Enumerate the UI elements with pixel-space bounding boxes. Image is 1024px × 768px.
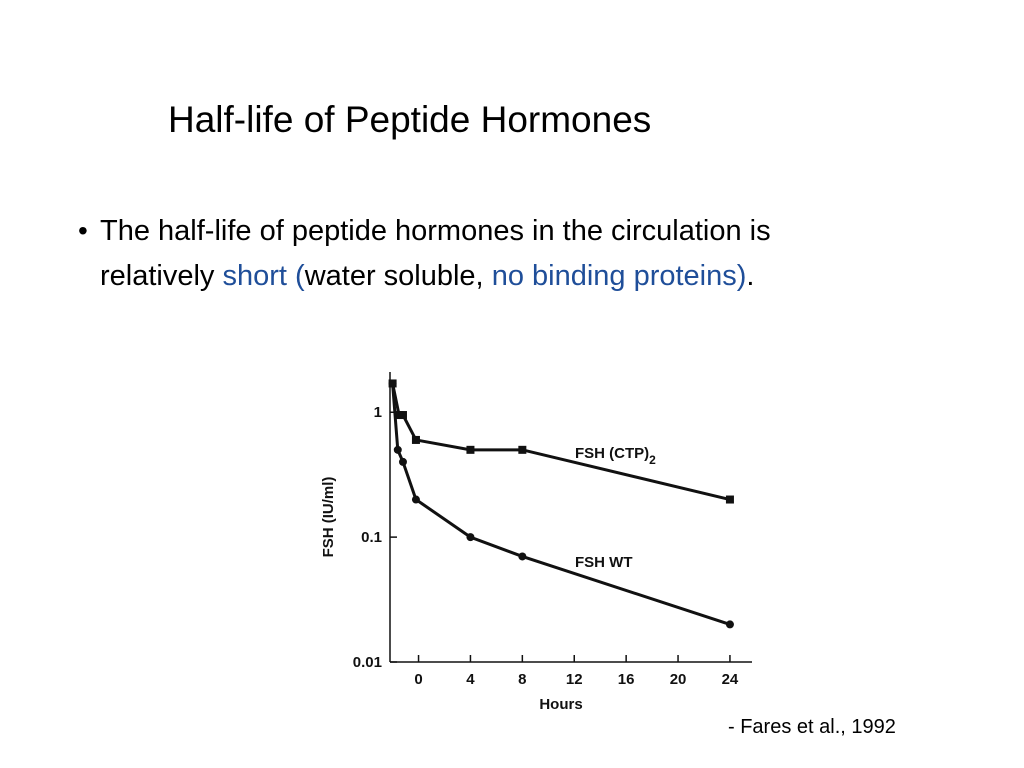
y-tick-label: 0.01 <box>353 654 382 671</box>
x-tick-label: 0 <box>414 671 422 688</box>
x-axis-label: Hours <box>539 696 582 713</box>
marker <box>725 495 734 504</box>
bullet-dot: • <box>78 215 88 246</box>
x-tick-label: 4 <box>466 671 475 688</box>
x-tick-label: 20 <box>670 671 687 688</box>
y-tick-label: 1 <box>374 404 382 421</box>
text: . <box>746 260 754 292</box>
series-name: FSH (CTP) <box>575 445 649 462</box>
text: water soluble, <box>304 260 492 292</box>
marker <box>398 457 407 466</box>
marker <box>518 445 527 454</box>
x-tick-label: 16 <box>618 671 635 688</box>
marker <box>398 411 407 420</box>
series-label: FSH WT <box>575 554 633 571</box>
series-name: FSH WT <box>575 554 633 571</box>
series-name-subscript: 2 <box>649 453 656 467</box>
x-tick-label: 12 <box>566 671 583 688</box>
marker <box>393 445 402 454</box>
y-tick-label: 0.1 <box>361 529 382 546</box>
y-axis-label: FSH (IU/ml) <box>320 477 337 558</box>
marker <box>411 495 420 504</box>
marker <box>466 445 475 454</box>
citation: - Fares et al., 1992 <box>728 716 896 738</box>
text: relatively <box>100 260 223 292</box>
x-tick-label: 8 <box>518 671 526 688</box>
highlight: short ( <box>223 260 306 292</box>
marker <box>725 620 734 629</box>
highlight: no binding proteins) <box>492 260 747 292</box>
marker <box>466 533 475 542</box>
bullet-line: relatively short (water soluble, no bind… <box>100 260 754 292</box>
marker <box>411 435 420 444</box>
chart: 0.01 0.1 1 0 4 8 12 16 20 24 Hours FSH (IU/ml) FSH (… <box>320 372 752 713</box>
series-label: FSH (CTP)2 <box>575 445 656 467</box>
marker <box>518 552 527 561</box>
x-tick-label: 24 <box>722 671 739 688</box>
bullet-line: The half-life of peptide hormones in the… <box>100 215 771 247</box>
marker <box>388 379 397 388</box>
slide-title: Half-life of Peptide Hormones <box>168 99 651 140</box>
